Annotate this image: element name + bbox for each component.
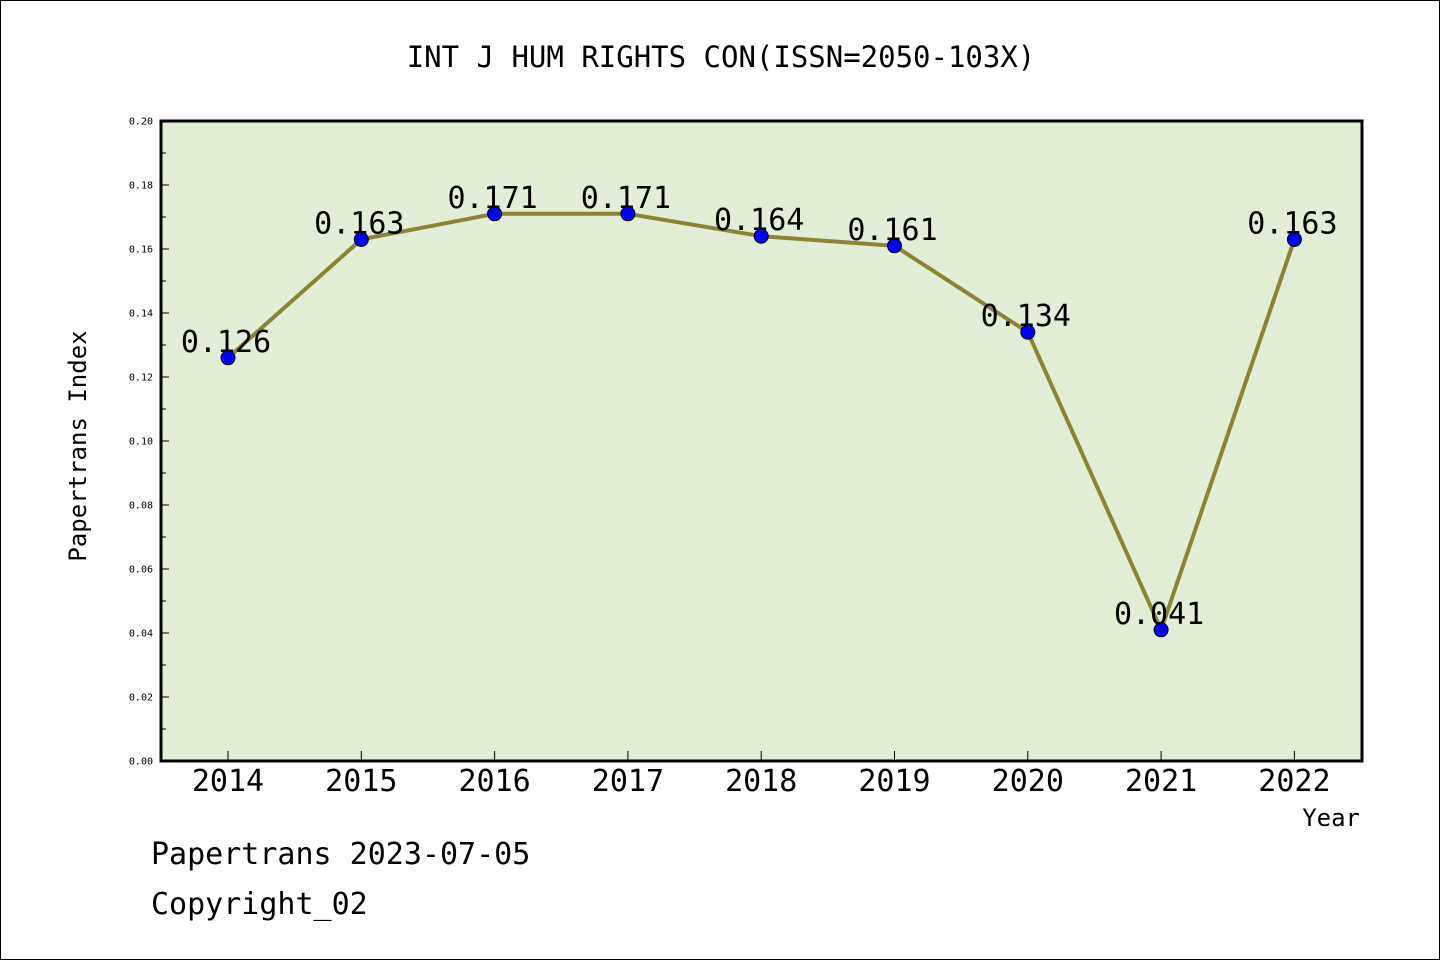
data-label: 0.161 — [847, 213, 937, 248]
y-tick-label: 0.10 — [129, 437, 153, 448]
data-point-marker — [753, 228, 769, 244]
data-point-marker — [220, 350, 236, 366]
data-point-marker — [487, 206, 503, 222]
data-label: 0.126 — [181, 325, 271, 360]
data-label: 0.163 — [314, 206, 404, 241]
footer-date: Papertrans 2023-07-05 — [151, 837, 530, 872]
data-point-marker — [1286, 231, 1302, 247]
x-tick-label: 2015 — [325, 764, 397, 799]
x-tick-label: 2019 — [858, 764, 930, 799]
data-point-marker — [620, 206, 636, 222]
y-axis-ticks: 0.00 0.02 0.04 0.06 0.08 0.10 0.12 0.14 0.16 0.18… — [129, 117, 169, 768]
x-tick-label: 2016 — [458, 764, 530, 799]
y-tick-label: 0.20 — [129, 117, 153, 128]
y-tick-label: 0.16 — [129, 245, 153, 256]
x-axis-ticks: 2014 2015 2016 2017 2018 2019 2020 2021 2022 — [192, 751, 1331, 799]
x-tick-label: 2022 — [1258, 764, 1330, 799]
y-tick-label: 0.06 — [129, 565, 153, 576]
y-tick-label: 0.18 — [129, 181, 153, 192]
data-point-marker — [353, 231, 369, 247]
data-label: 0.163 — [1247, 206, 1337, 241]
y-tick-label: 0.08 — [129, 501, 153, 512]
y-tick-label: 0.00 — [129, 757, 153, 768]
data-point-marker — [887, 238, 902, 254]
y-tick-label: 0.04 — [129, 629, 153, 640]
chart-title: INT J HUM RIGHTS CON(ISSN=2050-103X) — [407, 40, 1036, 74]
x-tick-label: 2017 — [592, 764, 664, 799]
x-tick-label: 2014 — [192, 764, 264, 799]
y-tick-label: 0.14 — [129, 309, 153, 320]
data-label: 0.164 — [714, 203, 804, 238]
x-tick-label: 2021 — [1125, 764, 1197, 799]
data-label: 0.171 — [581, 181, 671, 216]
data-label: 0.134 — [981, 299, 1071, 334]
x-tick-label: 2018 — [725, 764, 797, 799]
data-labels: 0.126 0.163 0.171 0.171 0.164 0.161 0.134 0.041… — [181, 181, 1338, 632]
data-point-marker — [1153, 622, 1169, 638]
data-label: 0.171 — [447, 181, 537, 216]
data-label: 0.041 — [1114, 597, 1204, 632]
y-tick-label: 0.02 — [129, 693, 153, 704]
data-markers — [220, 206, 1302, 638]
y-axis-label: Papertrans Index — [64, 330, 92, 561]
x-axis-label: Year — [1302, 804, 1360, 832]
plot-area — [159, 119, 1364, 763]
x-tick-label: 2020 — [992, 764, 1064, 799]
y-tick-label: 0.12 — [129, 373, 153, 384]
footer-copyright: Copyright_02 — [151, 887, 368, 922]
data-point-marker — [1020, 324, 1036, 340]
